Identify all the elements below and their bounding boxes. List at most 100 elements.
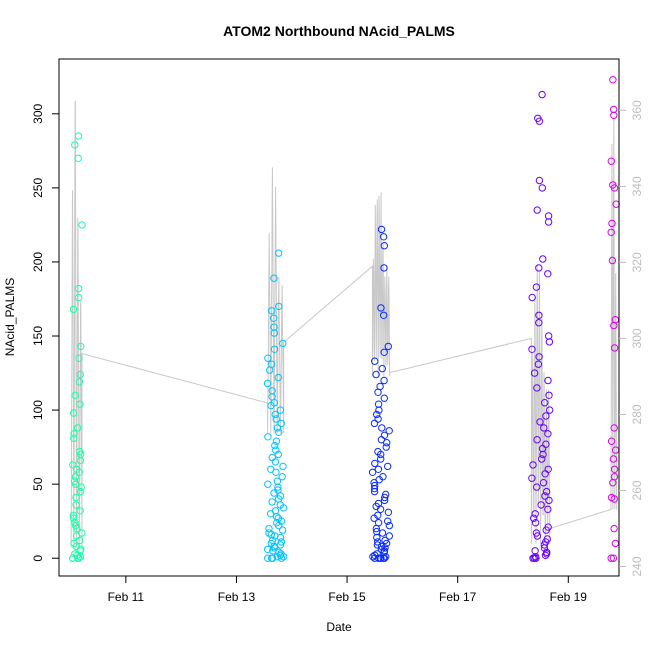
data-point (279, 339, 287, 348)
data-point (70, 477, 79, 485)
data-point (535, 319, 543, 327)
data-point (263, 379, 272, 388)
data-point (277, 554, 286, 562)
data-point (377, 225, 386, 234)
data-point (384, 508, 393, 516)
data-point (69, 305, 78, 314)
data-point (610, 524, 618, 533)
data-point (607, 437, 616, 445)
data-point (275, 521, 283, 530)
chart-title: ATOM2 Northbound NAcid_PALMS (223, 23, 455, 39)
data-point (69, 514, 78, 522)
data-point (609, 554, 618, 562)
data-points (68, 76, 620, 562)
data-point (535, 176, 544, 185)
data-point (535, 311, 543, 319)
data-point (76, 456, 85, 465)
data-point (276, 406, 285, 414)
x-axis: Feb 11 Feb 13 Feb 15 Feb 17 Feb 19 (108, 576, 588, 604)
data-point (544, 212, 553, 220)
data-point (371, 357, 379, 365)
data-point (374, 415, 382, 423)
data-point (275, 302, 283, 311)
data-point (370, 514, 378, 522)
data-point (529, 461, 537, 469)
x-tick-label: Feb 19 (550, 590, 588, 604)
secondary-series-line (70, 100, 618, 548)
data-point (545, 496, 553, 505)
data-point (377, 304, 385, 312)
y-tick-label: 300 (31, 103, 45, 123)
data-point (608, 219, 616, 228)
data-point (610, 344, 619, 352)
y-right-tick-label: 280 (630, 404, 644, 424)
x-tick-label: Feb 17 (439, 590, 477, 604)
data-point (371, 459, 379, 468)
data-point (372, 370, 380, 379)
data-point (72, 493, 80, 502)
data-point (374, 538, 382, 546)
data-point (530, 514, 538, 522)
data-point (540, 424, 548, 432)
data-point (380, 496, 389, 505)
data-point (610, 111, 618, 120)
data-point (76, 400, 84, 408)
data-point (75, 293, 83, 302)
data-point (278, 473, 286, 481)
data-point (370, 487, 379, 496)
data-point (531, 510, 539, 518)
data-point (72, 501, 80, 509)
data-point (74, 424, 82, 432)
data-point (264, 433, 272, 441)
data-point (539, 255, 547, 263)
data-point (75, 378, 84, 386)
data-point (542, 526, 550, 534)
data-point (533, 436, 541, 444)
data-point (373, 541, 382, 549)
data-point (545, 391, 553, 399)
data-point (70, 409, 78, 417)
data-point (372, 524, 380, 533)
data-point (609, 479, 617, 487)
data-point (381, 493, 389, 502)
data-point (268, 498, 276, 506)
data-point (278, 526, 287, 534)
data-point (370, 419, 379, 428)
data-point (611, 539, 620, 548)
data-point (528, 345, 536, 353)
data-point (76, 507, 84, 515)
data-point (541, 492, 549, 500)
data-point (272, 437, 281, 445)
y-tick-label: 100 (31, 400, 45, 420)
data-point (610, 495, 618, 503)
data-point (273, 553, 281, 561)
data-point (380, 311, 388, 319)
x-tick-label: Feb 11 (108, 590, 145, 604)
data-point (76, 447, 84, 456)
data-point (610, 465, 619, 473)
data-point (380, 242, 388, 250)
data-point (378, 529, 387, 537)
data-point (69, 511, 78, 519)
y-right-tick-label: 300 (630, 328, 644, 348)
data-point (534, 360, 543, 368)
data-point (78, 221, 86, 229)
data-point (539, 479, 548, 487)
data-point (384, 517, 392, 525)
data-point (384, 342, 392, 351)
data-point (607, 157, 615, 165)
data-point (535, 353, 543, 361)
data-point (385, 532, 393, 540)
x-tick-label: Feb 15 (328, 590, 366, 604)
data-point (541, 399, 549, 407)
data-point (533, 532, 542, 540)
data-point (544, 270, 552, 278)
data-point (542, 550, 551, 558)
data-point (374, 465, 383, 473)
data-point (541, 470, 549, 478)
data-point (71, 480, 80, 488)
data-point (70, 430, 78, 438)
data-point (546, 406, 554, 414)
y-right-tick-label: 320 (630, 252, 644, 272)
x-tick-label: Feb 13 (218, 590, 256, 604)
